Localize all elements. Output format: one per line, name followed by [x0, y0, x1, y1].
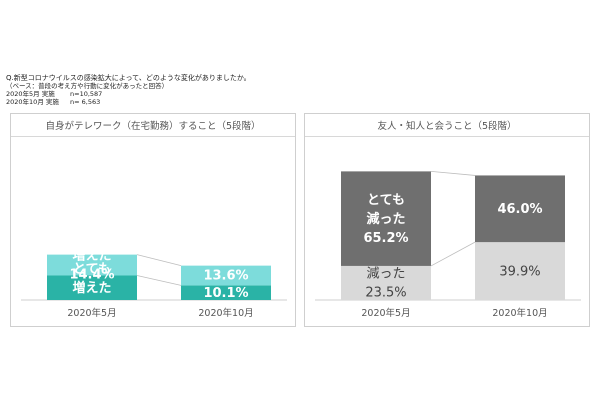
title-divider	[11, 136, 295, 137]
connector-line	[430, 170, 476, 176]
bar-2020年10月-増えた	[181, 265, 271, 286]
bar-2020年5月-減った	[341, 265, 431, 300]
category-label-2020年10月: 2020年10月	[198, 307, 253, 319]
category-label-2020年10月: 2020年10月	[492, 307, 547, 319]
category-label-2020年5月: 2020年5月	[67, 307, 116, 319]
chart-telework: とても増えた 16.9%増えた 14.4% 2020年5月 10.1% 13.6% 2020…	[21, 248, 287, 319]
connector-line	[430, 241, 476, 267]
data-label-2020年10月-とても減った: 46.0%	[497, 202, 542, 217]
chart-panel-telework: 自身がテレワーク（在宅勤務）すること（5段階） とても増えた 16.9% 増えた 14…	[10, 113, 296, 327]
chart-title-meeting: 友人・知人と会うこと（5段階）	[377, 121, 517, 132]
data-label-2020年10月-とても増えた: 10.1%	[203, 286, 248, 301]
data-label-2020年5月-とても減った: とても減った 65.2%	[363, 193, 408, 246]
question-text: Q.新型コロナウイルスの感染拡大によって、どのような変化がありましたか。	[6, 74, 251, 82]
bar-2020年5月-とても増えた	[47, 275, 137, 300]
data-label-2020年10月-増えた: 13.6%	[203, 269, 248, 284]
title-divider	[305, 136, 589, 137]
category-label-2020年5月: 2020年5月	[361, 307, 410, 319]
survey-header: Q.新型コロナウイルスの感染拡大によって、どのような変化がありましたか。 （ベー…	[6, 74, 251, 106]
bar-2020年5月-増えた	[47, 254, 137, 276]
wave-1: 2020年5月 実施 n=10,587	[6, 90, 251, 98]
base-note: （ベース：普段の考え方や行動に変化があったと回答）	[6, 82, 169, 90]
data-label-2020年10月-減った: 39.9%	[499, 264, 540, 279]
bar-2020年5月-とても減った	[341, 171, 431, 266]
wave-2: 2020年10月 実施 n= 6,563	[6, 98, 251, 106]
data-label-2020年5月-減った: 減った 23.5%	[365, 266, 406, 301]
connector-line	[136, 254, 182, 267]
wave-2-n: n= 6,563	[70, 98, 101, 106]
data-label-2020年5月-増えた: 増えた 14.4%	[69, 248, 114, 283]
data-label-2020年5月-とても増えた: とても増えた 16.9%	[69, 262, 114, 315]
chart-panel-meeting: 友人・知人と会うこと（5段階） 減った 23.5% とても減った 65.2% 2020年…	[304, 113, 590, 327]
wave-1-n: n=10,587	[70, 90, 103, 98]
chart-meeting: 減った 23.5% とても減った 65.2% 2020年5月 39.9% 46.0% 2020…	[315, 170, 581, 319]
wave-2-label: 2020年10月 実施	[6, 98, 59, 106]
connector-line	[136, 275, 182, 286]
chart-title-telework: 自身がテレワーク（在宅勤務）すること（5段階）	[45, 121, 261, 132]
bar-2020年10月-とても減った	[475, 175, 565, 243]
wave-1-label: 2020年5月 実施	[6, 90, 55, 98]
bar-2020年10月-とても増えた	[181, 285, 271, 300]
bar-2020年10月-減った	[475, 242, 565, 300]
